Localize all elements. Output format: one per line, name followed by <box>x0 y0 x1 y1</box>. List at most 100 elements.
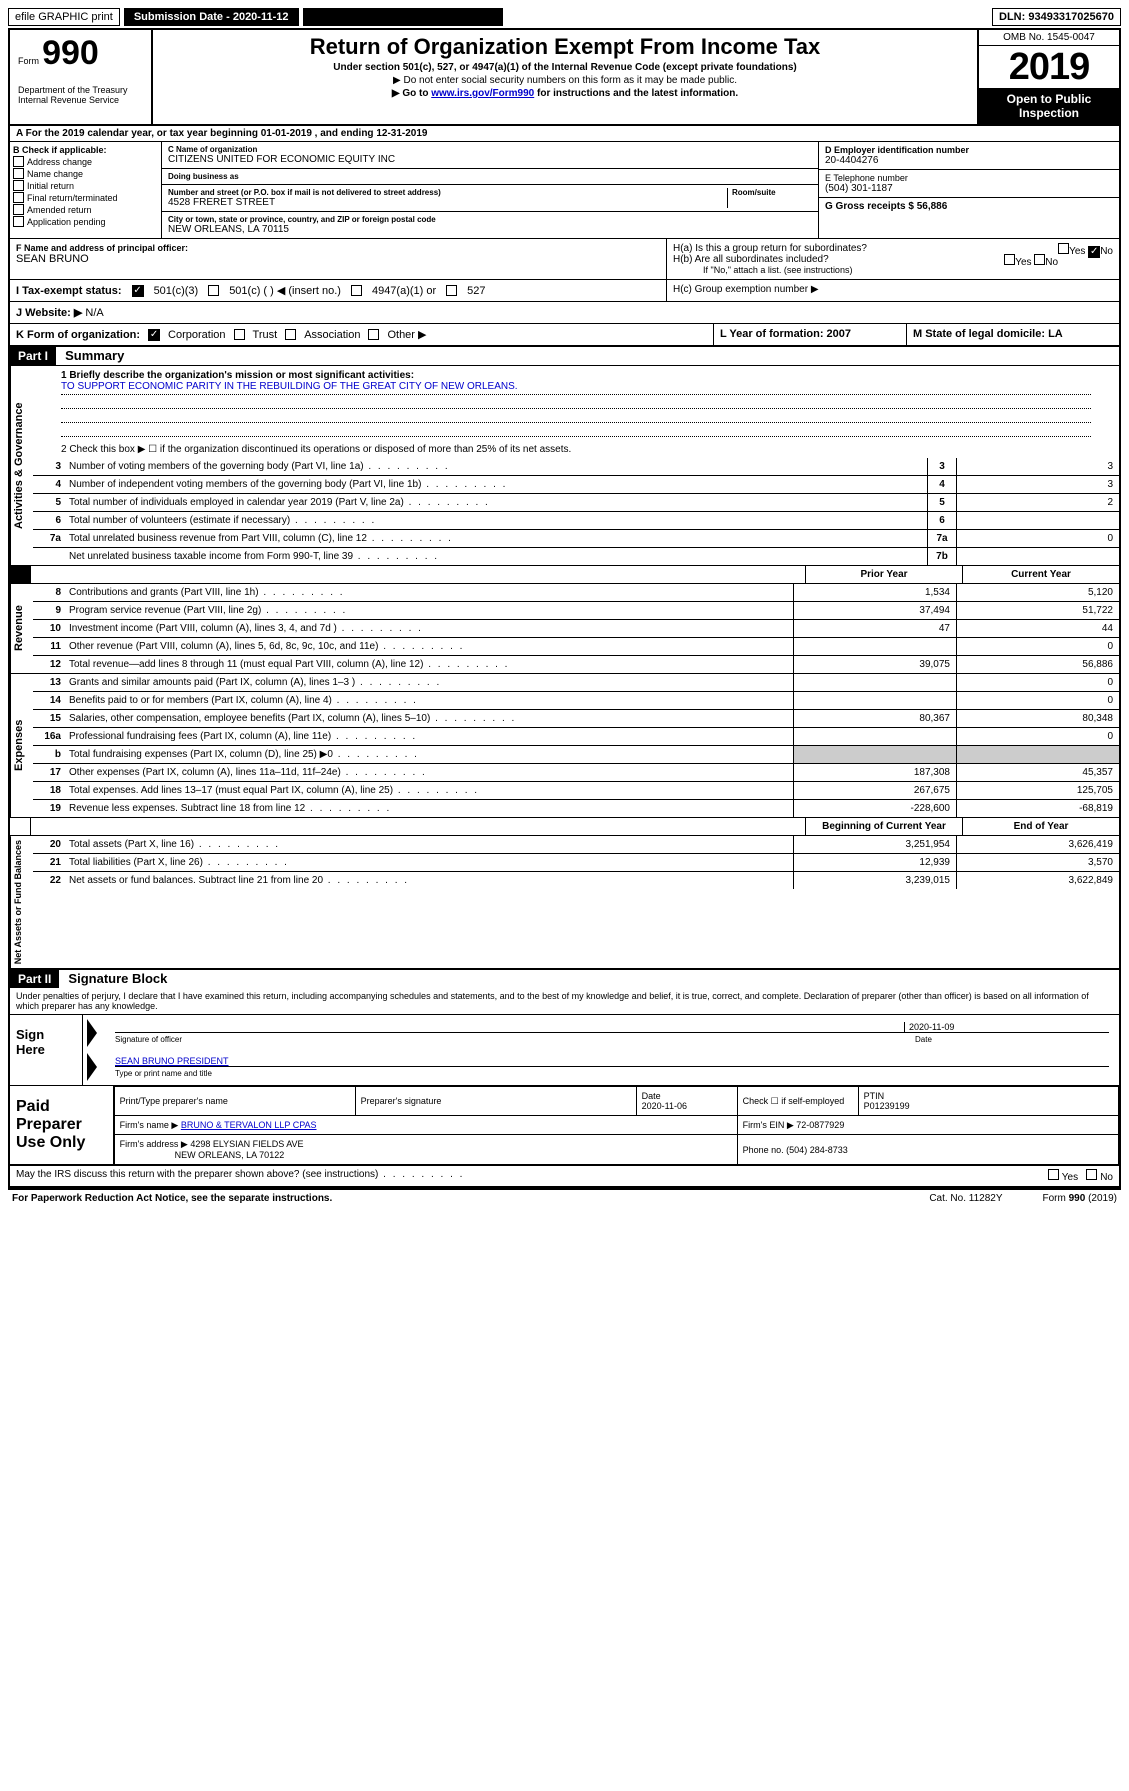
check-name-change[interactable]: Name change <box>13 168 158 179</box>
ha-label: H(a) Is this a group return for subordin… <box>673 243 867 254</box>
summary-row: 6 Total number of volunteers (estimate i… <box>33 512 1119 530</box>
hb-no-checkbox[interactable] <box>1034 254 1045 265</box>
check-501c[interactable] <box>208 285 219 296</box>
part1-container: Part I Summary Activities & Governance 1… <box>10 347 1119 970</box>
part2-header: Part II <box>10 970 59 988</box>
summary-row: 8 Contributions and grants (Part VIII, l… <box>33 584 1119 602</box>
summary-row: b Total fundraising expenses (Part IX, c… <box>33 746 1119 764</box>
check-501c3[interactable]: ✓ <box>132 285 144 297</box>
discuss-label: May the IRS discuss this return with the… <box>16 1169 464 1183</box>
name-title-value: SEAN BRUNO PRESIDENT <box>115 1056 1109 1067</box>
check-trust[interactable] <box>234 329 245 340</box>
form-org-label: K Form of organization: <box>16 329 140 341</box>
check-final-return[interactable]: Final return/terminated <box>13 192 158 203</box>
submission-date-button[interactable]: Submission Date - 2020-11-12 <box>124 8 299 26</box>
prep-date: 2020-11-06 <box>642 1101 687 1111</box>
dln-label: DLN: 93493317025670 <box>992 8 1121 26</box>
mission-text: TO SUPPORT ECONOMIC PARITY IN THE REBUIL… <box>61 381 1091 395</box>
check-application-pending[interactable]: Application pending <box>13 216 158 227</box>
discuss-yes-checkbox[interactable] <box>1048 1169 1059 1180</box>
vert-net-label: Net Assets or Fund Balances <box>10 836 33 968</box>
title-cell: Return of Organization Exempt From Incom… <box>153 30 977 124</box>
form-number-cell: Form 990 Department of the Treasury Inte… <box>10 30 153 124</box>
paperwork-notice: For Paperwork Reduction Act Notice, see … <box>12 1193 332 1204</box>
firm-ein: Firm's EIN ▶ 72-0877929 <box>737 1116 1118 1135</box>
addr-label: Number and street (or P.O. box if mail i… <box>168 188 727 197</box>
check-corporation[interactable]: ✓ <box>148 329 160 341</box>
check-527[interactable] <box>446 285 457 296</box>
state-domicile: M State of legal domicile: LA <box>906 324 1119 345</box>
ein-label: D Employer identification number <box>825 145 1113 155</box>
col-d-right: D Employer identification number 20-4404… <box>818 142 1119 238</box>
summary-row: 17 Other expenses (Part IX, column (A), … <box>33 764 1119 782</box>
check-self-employed[interactable]: Check ☐ if self-employed <box>737 1087 858 1116</box>
tax-year: 2019 <box>979 46 1119 88</box>
check-initial-return[interactable]: Initial return <box>13 180 158 191</box>
hb-yes-checkbox[interactable] <box>1004 254 1015 265</box>
check-association[interactable] <box>285 329 296 340</box>
prep-sig-label: Preparer's signature <box>355 1087 636 1116</box>
col-c-org-info: C Name of organization CITIZENS UNITED F… <box>162 142 818 238</box>
check-amended-return[interactable]: Amended return <box>13 204 158 215</box>
prep-name-label: Print/Type preparer's name <box>114 1087 355 1116</box>
website-label: J Website: ▶ <box>16 307 82 319</box>
firm-city: NEW ORLEANS, LA 70122 <box>175 1150 285 1160</box>
summary-row: 16a Professional fundraising fees (Part … <box>33 728 1119 746</box>
part2-title: Signature Block <box>62 969 173 988</box>
summary-row: 5 Total number of individuals employed i… <box>33 494 1119 512</box>
ha-yes-checkbox[interactable] <box>1058 243 1069 254</box>
mission-blank3 <box>61 423 1091 437</box>
check-4947[interactable] <box>351 285 362 296</box>
go-to-line: ▶ Go to www.irs.gov/Form990 for instruct… <box>161 88 969 99</box>
top-bar: efile GRAPHIC print Submission Date - 20… <box>8 8 1121 26</box>
city-state-zip: NEW ORLEANS, LA 70115 <box>168 224 812 235</box>
part1-title: Summary <box>59 346 130 365</box>
form-header: Form 990 Department of the Treasury Inte… <box>10 30 1119 126</box>
form990-link[interactable]: www.irs.gov/Form990 <box>431 88 534 99</box>
mission-blank1 <box>61 395 1091 409</box>
ptin-value: P01239199 <box>864 1101 910 1111</box>
summary-row: 3 Number of voting members of the govern… <box>33 458 1119 476</box>
phone-value: (504) 301-1187 <box>825 183 1113 194</box>
summary-row: 22 Net assets or fund balances. Subtract… <box>33 872 1119 889</box>
q1-label: 1 Briefly describe the organization's mi… <box>61 370 1091 381</box>
row-f-h: F Name and address of principal officer:… <box>10 239 1119 280</box>
footer: For Paperwork Reduction Act Notice, see … <box>8 1190 1121 1207</box>
ha-no-checkbox[interactable]: ✓ <box>1088 246 1100 258</box>
summary-row: 10 Investment income (Part VIII, column … <box>33 620 1119 638</box>
firm-address: 4298 ELYSIAN FIELDS AVE <box>190 1139 303 1149</box>
form-number: 990 <box>42 34 99 72</box>
officer-name: SEAN BRUNO <box>16 253 660 265</box>
discuss-no-checkbox[interactable] <box>1086 1169 1097 1180</box>
omb-number: OMB No. 1545-0047 <box>979 30 1119 46</box>
street-address: 4528 FRERET STREET <box>168 197 727 208</box>
summary-row: 20 Total assets (Part X, line 16) 3,251,… <box>33 836 1119 854</box>
paid-preparer-block: Paid Preparer Use Only Print/Type prepar… <box>10 1086 1119 1166</box>
summary-row: 12 Total revenue—add lines 8 through 11 … <box>33 656 1119 673</box>
officer-label: F Name and address of principal officer: <box>16 243 660 253</box>
col-b-label: B Check if applicable: <box>13 145 158 155</box>
summary-row: 13 Grants and similar amounts paid (Part… <box>33 674 1119 692</box>
summary-row: Net unrelated business taxable income fr… <box>33 548 1119 565</box>
begin-year-header: Beginning of Current Year <box>805 818 962 835</box>
hb-label: H(b) Are all subordinates included? <box>673 254 829 265</box>
firm-name: BRUNO & TERVALON LLP CPAS <box>181 1120 317 1130</box>
summary-row: 4 Number of independent voting members o… <box>33 476 1119 494</box>
main-title: Return of Organization Exempt From Incom… <box>161 34 969 60</box>
blank-black-button[interactable] <box>303 8 503 26</box>
part1-header: Part I <box>10 347 56 365</box>
hc-label: H(c) Group exemption number ▶ <box>666 280 1119 301</box>
sign-here-row: Sign Here 2020-11-09 Signature of office… <box>10 1015 1119 1086</box>
end-year-header: End of Year <box>962 818 1119 835</box>
summary-row: 19 Revenue less expenses. Subtract line … <box>33 800 1119 817</box>
city-label: City or town, state or province, country… <box>168 215 812 224</box>
tax-exempt-label: I Tax-exempt status: <box>16 285 122 297</box>
summary-row: 9 Program service revenue (Part VIII, li… <box>33 602 1119 620</box>
date-label: Date <box>915 1035 1115 1044</box>
check-other[interactable] <box>368 329 379 340</box>
address-block: B Check if applicable: Address change Na… <box>10 142 1119 239</box>
right-header-cell: OMB No. 1545-0047 2019 Open to Public In… <box>977 30 1119 124</box>
check-address-change[interactable]: Address change <box>13 156 158 167</box>
open-public-badge: Open to Public Inspection <box>979 88 1119 124</box>
org-name-label: C Name of organization <box>168 145 812 154</box>
